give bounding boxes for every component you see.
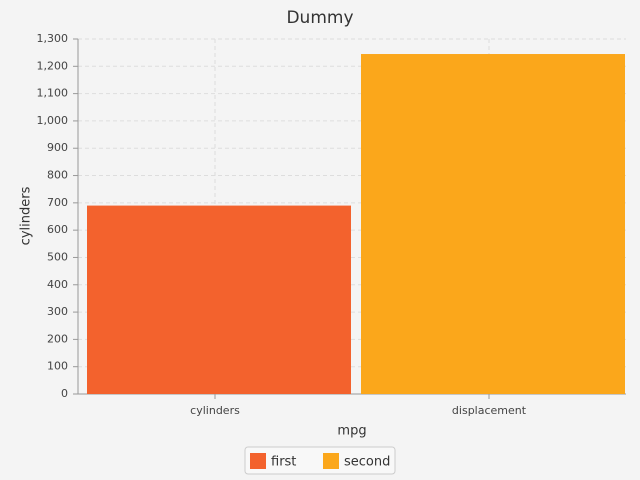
- legend-label: first: [271, 455, 296, 470]
- y-tick-label: 400: [47, 278, 68, 291]
- y-tick-label: 0: [61, 387, 68, 400]
- y-tick-label: 1,300: [37, 32, 69, 45]
- y-tick-label: 300: [47, 305, 68, 318]
- legend-swatch: [250, 453, 266, 469]
- x-axis-label: mpg: [337, 424, 366, 439]
- y-tick-label: 700: [47, 196, 68, 209]
- bar: [87, 205, 351, 394]
- y-tick-label: 900: [47, 141, 68, 154]
- x-tick-label: displacement: [452, 404, 527, 417]
- y-axis-label: cylinders: [19, 186, 34, 245]
- legend: [244, 446, 396, 475]
- y-tick-label: 200: [47, 332, 68, 345]
- x-tick-label: cylinders: [190, 404, 240, 417]
- bar: [361, 54, 625, 395]
- y-tick-label: 1,200: [37, 59, 69, 72]
- y-tick-label: 600: [47, 223, 68, 236]
- y-tick-label: 100: [47, 360, 68, 373]
- y-tick-label: 1,100: [37, 87, 69, 100]
- legend-label: second: [344, 455, 390, 470]
- y-tick-label: 1,000: [37, 114, 69, 127]
- y-tick-label: 800: [47, 169, 68, 182]
- y-tick-label: 500: [47, 250, 68, 263]
- legend-swatch: [323, 453, 339, 469]
- chart-title: Dummy: [286, 8, 353, 28]
